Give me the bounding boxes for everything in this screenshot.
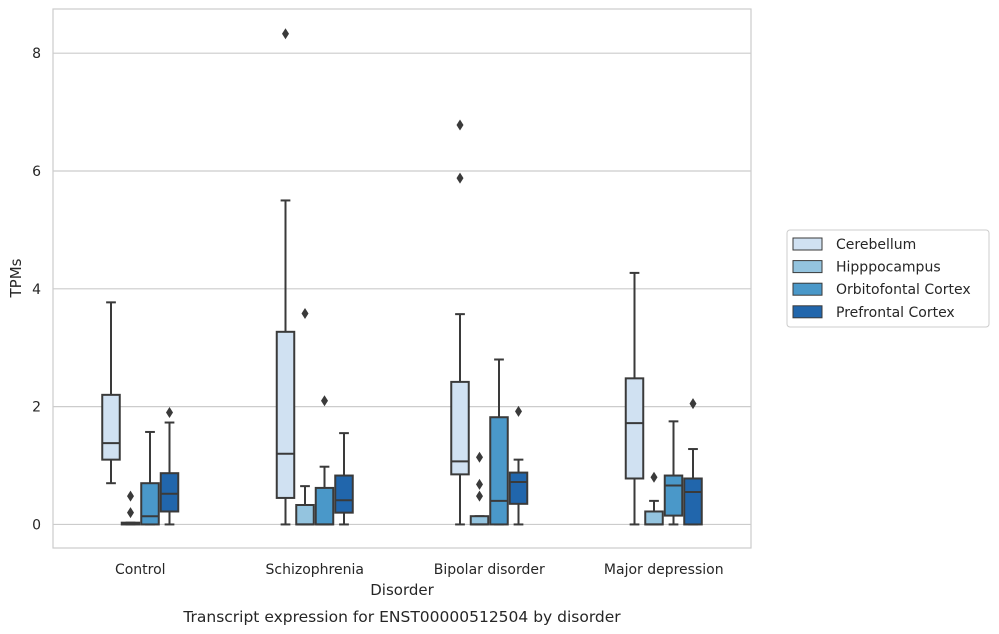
box-group (683, 398, 703, 526)
x-tick-labels: Control Schizophrenia Bipolar disorder Majo… (115, 562, 724, 578)
box-iqr (140, 482, 160, 526)
box-iqr (469, 515, 490, 526)
x-tick-label: Major depression (604, 562, 724, 578)
box-group (334, 432, 354, 526)
outlier-point (476, 490, 483, 502)
outlier-point (476, 478, 483, 490)
y-tick-label: 0 (32, 517, 41, 533)
legend-swatch (792, 237, 823, 251)
box-iqr (295, 503, 315, 526)
y-tick-labels: 0 2 4 6 8 (32, 46, 41, 533)
plot-frame (52, 8, 752, 549)
legend-frame (786, 229, 990, 328)
legend-entry-label: Prefrontal Cortex (836, 305, 955, 321)
x-tick-label: Bipolar disorder (434, 562, 545, 578)
y-tick-label: 2 (32, 400, 41, 416)
box-group (275, 28, 296, 526)
box-iqr (450, 380, 470, 476)
x-tick-label: Schizophrenia (266, 562, 364, 578)
outlier-point (321, 395, 328, 407)
outlier-point (301, 308, 309, 320)
box-group (469, 451, 490, 526)
gridlines (53, 52, 751, 526)
box-iqr (159, 472, 180, 513)
y-tick-label: 4 (32, 282, 41, 298)
box-group (140, 430, 160, 526)
box-iqr (334, 474, 354, 514)
outlier-point (456, 119, 464, 131)
x-tick-label: Control (115, 562, 166, 578)
box-series (101, 28, 703, 526)
box-iqr (275, 330, 296, 499)
x-axis-label: Disorder (370, 581, 434, 599)
legend: Cerebellum Hipppocampus Orbitofontal Corte… (786, 229, 990, 328)
box-group (101, 301, 121, 485)
box-iqr (508, 471, 529, 505)
box-iqr (489, 416, 509, 526)
y-tick-label: 6 (32, 164, 41, 180)
outlier-point (515, 405, 522, 417)
outlier-point (127, 507, 134, 519)
legend-entry-label: Hipppocampus (836, 260, 941, 276)
box-iqr (644, 510, 664, 526)
legend-swatch (792, 305, 823, 319)
legend-entry-label: Orbitofontal Cortex (836, 282, 971, 298)
outlier-point (650, 471, 658, 483)
legend-swatch (792, 260, 823, 274)
outlier-point (127, 490, 134, 502)
chart-caption: Transcript expression for ENST0000051250… (182, 608, 621, 626)
box-group (450, 119, 470, 526)
box-group (120, 490, 141, 526)
y-axis-label: TPMs (7, 258, 25, 298)
box-group (314, 395, 335, 526)
outlier-point (456, 172, 464, 184)
box-group (295, 308, 315, 526)
box-iqr (101, 393, 121, 461)
box-iqr (683, 477, 703, 526)
box-group (159, 407, 180, 526)
box-group (508, 405, 529, 526)
outlier-point (689, 398, 697, 410)
box-group (663, 420, 684, 526)
box-group (644, 471, 664, 526)
outlier-point (282, 28, 289, 40)
outlier-point (166, 407, 173, 419)
legend-swatch (792, 282, 823, 296)
legend-entry-label: Cerebellum (836, 237, 916, 253)
box-group (624, 271, 645, 526)
box-iqr (314, 486, 335, 526)
box-iqr (624, 377, 645, 480)
box-iqr (663, 474, 684, 517)
outlier-point (476, 451, 483, 463)
box-group (489, 358, 509, 526)
y-tick-label: 8 (32, 46, 41, 62)
